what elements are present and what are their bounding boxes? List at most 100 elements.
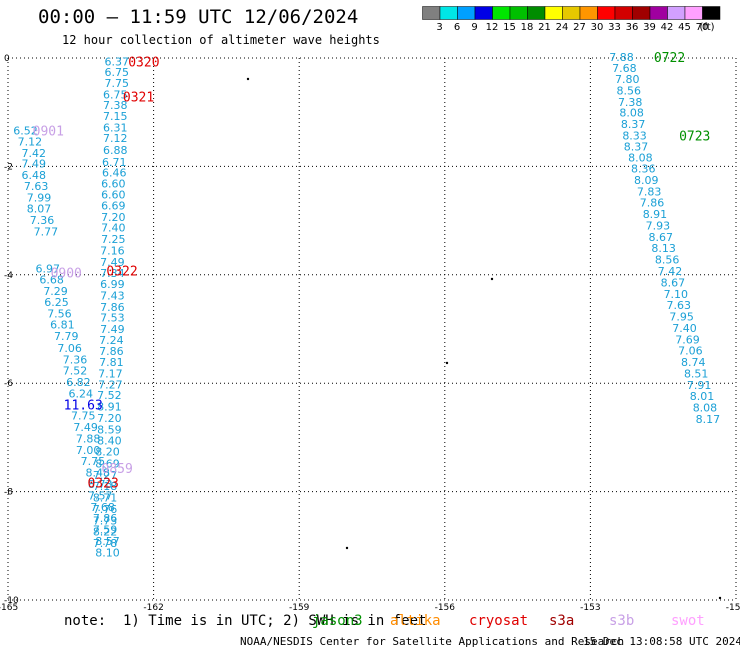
wave-height-point: 6.60: [101, 189, 126, 202]
wave-height-point: 7.38: [618, 96, 643, 109]
wave-height-point: 7.63: [666, 299, 691, 312]
wave-height-point: 8.22: [93, 526, 118, 539]
legend-tick-label: 45: [678, 22, 691, 32]
wave-height-point: 6.24: [69, 387, 94, 400]
wave-height-point: 7.83: [637, 185, 662, 198]
wave-height-point: 7.49: [100, 323, 125, 336]
wave-height-point: 8.09: [634, 174, 659, 187]
wave-height-point: 6.52: [13, 125, 38, 138]
pass-time-label: 0859: [102, 462, 133, 477]
legend-swatch: [702, 6, 721, 20]
wave-height-point: 7.68: [90, 501, 115, 514]
wave-height-point: 6.68: [39, 274, 64, 287]
wave-height-point: 6.37: [104, 55, 129, 68]
wave-height-point: 8.91: [97, 401, 122, 414]
wave-height-point: 8.57: [95, 535, 120, 548]
wave-height-point: 6.75: [104, 66, 129, 79]
pass-time-label: 0723: [679, 130, 710, 145]
island-mark: [490, 277, 494, 281]
wave-height-point: 8.40: [97, 435, 122, 448]
wave-height-point: 7.75: [81, 455, 106, 468]
wave-height-point: 7.91: [687, 379, 712, 392]
wave-height-point: 8.74: [681, 356, 706, 369]
pass-time-label: 0900: [51, 267, 82, 282]
wave-height-point: 7.99: [27, 191, 52, 204]
y-tick-label: -4: [4, 271, 13, 281]
wave-height-point: 7.77: [34, 225, 59, 238]
wave-height-point: 7.52: [63, 365, 88, 378]
wave-height-point: 8.56: [616, 85, 641, 98]
x-tick-label: -150: [726, 603, 740, 612]
wave-height-point: 7.12: [103, 132, 128, 145]
legend-tick-label: 3: [436, 22, 442, 32]
island-mark: [246, 77, 250, 81]
legend-tick-label: 27: [573, 22, 586, 32]
wave-height-point: 8.67: [661, 276, 686, 289]
wave-height-point: 8.33: [622, 130, 647, 143]
wave-height-point: 8.13: [651, 242, 676, 255]
pass-time-label: 0320: [128, 55, 159, 70]
pass-time-label: 0901: [33, 125, 64, 140]
wave-height-point: 7.88: [609, 51, 634, 64]
wave-height-point: 6.82: [66, 376, 91, 389]
footer-credit: NOAA/NESDIS Center for Satellite Applica…: [240, 635, 625, 648]
pass-time-label: 0722: [654, 51, 685, 66]
wave-height-point: 7.53: [100, 312, 125, 325]
wave-height-point: 7.49: [73, 421, 98, 434]
legend-tick-label: 36: [626, 22, 639, 32]
wave-height-point: 7.43: [100, 289, 125, 302]
wave-height-point: 8.10: [95, 546, 120, 559]
page-title: 00:00 – 11:59 UTC 12/06/2024: [38, 6, 359, 28]
satellite-legend-s3b: s3b: [609, 613, 635, 629]
wave-height-point: 7.06: [678, 345, 703, 358]
wave-height-point: 7.57: [88, 489, 113, 502]
wave-height-point: 7.73: [93, 514, 118, 527]
wave-height-point: 7.86: [100, 301, 125, 314]
wave-height-point: 8.08: [628, 152, 653, 165]
legend-tick-label: 12: [486, 22, 499, 32]
wave-height-point: 7.20: [101, 211, 126, 224]
color-legend: 3 6 9 12 15 18 21 24 27 30 33 36 39 42 45 70(ft): [422, 6, 721, 32]
wave-height-point: 8.07: [27, 203, 52, 216]
pass-time-label: 11.63: [64, 398, 103, 413]
wave-height-point: 7.24: [99, 334, 124, 347]
y-tick-label: -6: [4, 379, 13, 389]
wave-height-point: 6.75: [103, 88, 128, 101]
wave-height-point: 8.17: [696, 413, 721, 426]
wave-height-point: 7.76: [93, 503, 118, 516]
wave-height-point: 7.88: [76, 432, 101, 445]
wave-height-point: 8.51: [684, 367, 709, 380]
wave-height-point: 6.81: [50, 319, 75, 332]
wave-height-point: 8.36: [631, 163, 656, 176]
wave-height-point: 7.42: [21, 147, 46, 160]
satellite-legend-altika: altika: [390, 613, 441, 629]
pass-time-label: 0323: [87, 476, 118, 491]
wave-height-point: 6.48: [21, 169, 46, 182]
wave-height-point: 7.56: [47, 307, 72, 320]
legend-tick-label: 9: [471, 22, 477, 32]
island-mark: [345, 546, 349, 550]
wave-height-point: 6.60: [101, 178, 126, 191]
wave-height-point: 7.12: [18, 135, 43, 148]
wave-height-point: 7.86: [99, 345, 124, 358]
legend-unit: (ft): [700, 22, 715, 32]
page-subtitle: 12 hour collection of altimeter wave hei…: [62, 33, 380, 47]
wave-height-point: 8.56: [655, 254, 680, 267]
wave-height-point: 7.16: [100, 244, 125, 257]
wave-height-point: 7.10: [664, 288, 689, 301]
pass-time-label: 0321: [123, 90, 154, 105]
x-tick-label: -156: [435, 603, 456, 612]
x-tick-label: -165: [0, 603, 18, 612]
wave-height-point: 7.75: [71, 410, 96, 423]
wave-height-point: 7.00: [76, 444, 101, 457]
satellite-legend-swot: swot: [671, 613, 705, 629]
wave-height-point: 7.25: [101, 233, 126, 246]
legend-tick-label: 30: [591, 22, 604, 32]
wave-height-point: 7.27: [93, 469, 118, 482]
wave-height-point: 7.36: [63, 353, 88, 366]
wave-height-point: 7.80: [615, 73, 640, 86]
legend-tick-label: 21: [538, 22, 551, 32]
wave-height-point: 7.06: [57, 342, 82, 355]
wave-height-point: 8.69: [95, 457, 120, 470]
x-tick-label: -159: [289, 603, 310, 612]
